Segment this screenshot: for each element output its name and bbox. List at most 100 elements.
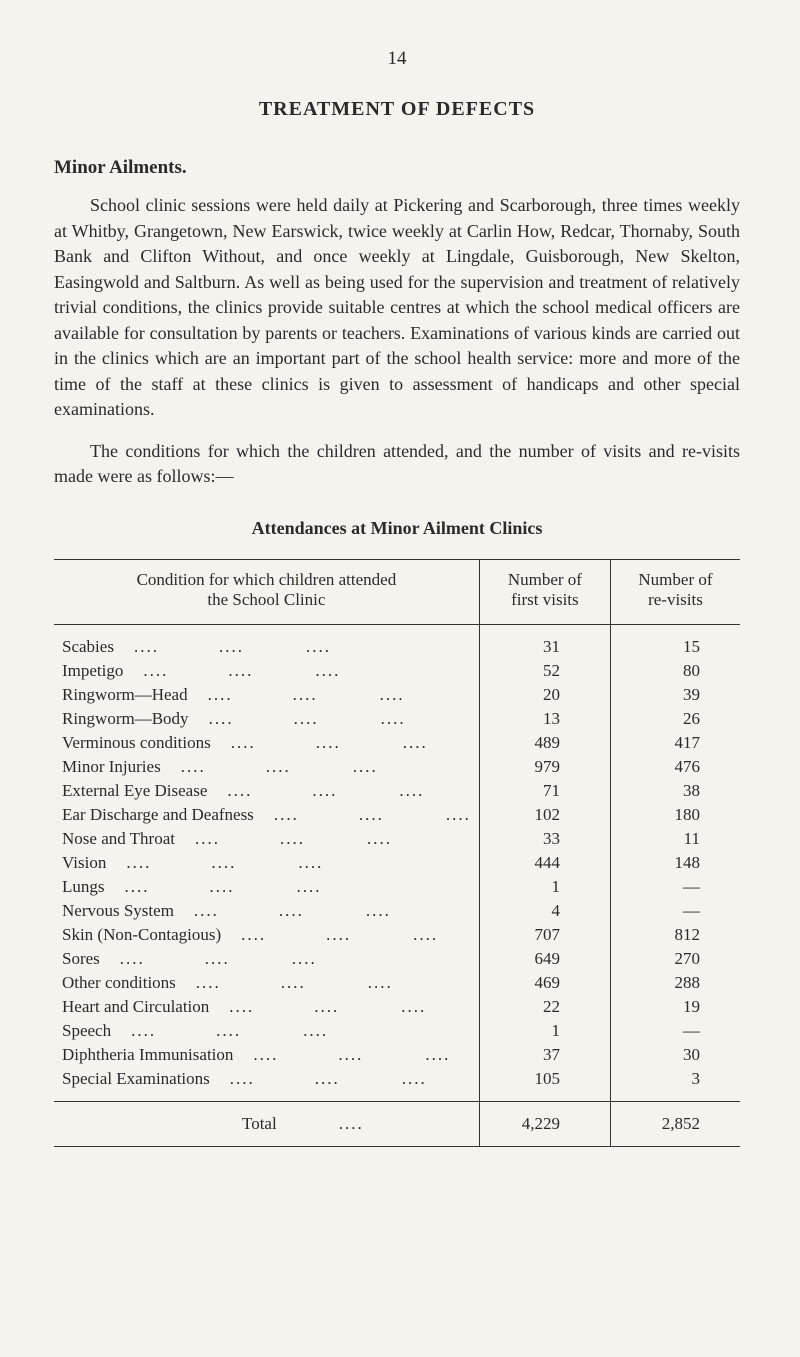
table-row: External Eye Disease............7138 [54,779,740,803]
condition-label: Lungs [62,877,105,897]
revisits-cell: — [610,899,740,923]
condition-cell: Ringworm—Body............ [54,707,479,731]
condition-label: Vision [62,853,106,873]
table-row: Sores............649270 [54,947,740,971]
condition-label: Skin (Non-Contagious) [62,925,221,945]
revisits-cell: 180 [610,803,740,827]
revisits-cell: 476 [610,755,740,779]
table-row: Impetigo............5280 [54,659,740,683]
table-row: Heart and Circulation............2219 [54,995,740,1019]
table-row: Nose and Throat............3311 [54,827,740,851]
condition-label: Ringworm—Head [62,685,188,705]
leader-dots: .... [195,829,220,849]
revisits-cell: 812 [610,923,740,947]
leader-dots: .... [315,661,340,681]
leader-dots: .... [315,1069,340,1089]
revisits-cell: 80 [610,659,740,683]
leader-dots: .... [353,757,378,777]
leader-dots: .... [413,925,438,945]
first-visits-cell: 31 [479,625,610,660]
condition-cell: Skin (Non-Contagious)............ [54,923,479,947]
leader-dots: .... [230,1069,255,1089]
condition-label: Special Examinations [62,1069,210,1089]
revisits-cell: 30 [610,1043,740,1067]
first-visits-cell: 1 [479,1019,610,1043]
table-row: Diphtheria Immunisation............3730 [54,1043,740,1067]
leader-dots: .... [281,973,306,993]
condition-label: Nervous System [62,901,174,921]
leader-dots: .... [294,709,319,729]
first-visits-cell: 71 [479,779,610,803]
col-header-condition: Condition for which children attendedthe… [54,560,479,625]
leader-dots: .... [339,1114,364,1134]
leader-dots: .... [253,1045,278,1065]
leader-dots: .... [402,1069,427,1089]
leader-dots: .... [446,805,471,825]
leader-dots: .... [181,757,206,777]
revisits-cell: 3 [610,1067,740,1102]
first-visits-cell: 37 [479,1043,610,1067]
condition-cell: Speech............ [54,1019,479,1043]
leader-dots: .... [196,973,221,993]
condition-label: Ear Discharge and Deafness [62,805,254,825]
revisits-cell: — [610,1019,740,1043]
leader-dots: .... [292,949,317,969]
condition-label: Verminous conditions [62,733,211,753]
leader-dots: .... [366,901,391,921]
leader-dots: .... [126,853,151,873]
revisits-cell: 38 [610,779,740,803]
leader-dots: .... [211,853,236,873]
table-row: Special Examinations............1053 [54,1067,740,1102]
condition-cell: Sores............ [54,947,479,971]
first-visits-cell: 649 [479,947,610,971]
leader-dots: .... [241,925,266,945]
leader-dots: .... [219,637,244,657]
first-visits-cell: 707 [479,923,610,947]
col-header-first-visits-text: Number offirst visits [508,570,582,609]
leader-dots: .... [266,757,291,777]
condition-cell: Diphtheria Immunisation............ [54,1043,479,1067]
leader-dots: .... [279,901,304,921]
leader-dots: .... [227,781,252,801]
paragraph-1: School clinic sessions were held daily a… [54,193,740,423]
leader-dots: .... [143,661,168,681]
table-row: Nervous System............4— [54,899,740,923]
condition-cell: Nose and Throat............ [54,827,479,851]
first-visits-cell: 22 [479,995,610,1019]
page-number: 14 [54,48,740,70]
condition-cell: Vision............ [54,851,479,875]
revisits-cell: 39 [610,683,740,707]
total-first-visits: 4,229 [479,1102,610,1147]
table-title: Attendances at Minor Ailment Clinics [54,518,740,539]
leader-dots: .... [326,925,351,945]
condition-label: External Eye Disease [62,781,207,801]
leader-dots: .... [205,949,230,969]
condition-cell: Special Examinations............ [54,1067,479,1102]
revisits-cell: 11 [610,827,740,851]
leader-dots: .... [231,733,256,753]
revisits-cell: 148 [610,851,740,875]
leader-dots: .... [316,733,341,753]
condition-cell: Scabies............ [54,625,479,660]
condition-cell: Verminous conditions............ [54,731,479,755]
condition-cell: Impetigo............ [54,659,479,683]
leader-dots: .... [359,805,384,825]
condition-cell: Nervous System............ [54,899,479,923]
condition-label: Minor Injuries [62,757,161,777]
col-header-revisits: Number ofre-visits [610,560,740,625]
first-visits-cell: 52 [479,659,610,683]
leader-dots: .... [380,685,405,705]
leader-dots: .... [210,877,235,897]
leader-dots: .... [208,685,233,705]
first-visits-cell: 105 [479,1067,610,1102]
leader-dots: .... [306,637,331,657]
table-row: Vision............444148 [54,851,740,875]
table-body: Scabies............3115Impetigo.........… [54,625,740,1102]
table-row: Ear Discharge and Deafness............10… [54,803,740,827]
leader-dots: .... [229,997,254,1017]
leader-dots: .... [134,637,159,657]
table-row: Scabies............3115 [54,625,740,660]
condition-cell: Heart and Circulation............ [54,995,479,1019]
col-header-condition-text: Condition for which children attendedthe… [137,570,397,609]
first-visits-cell: 1 [479,875,610,899]
